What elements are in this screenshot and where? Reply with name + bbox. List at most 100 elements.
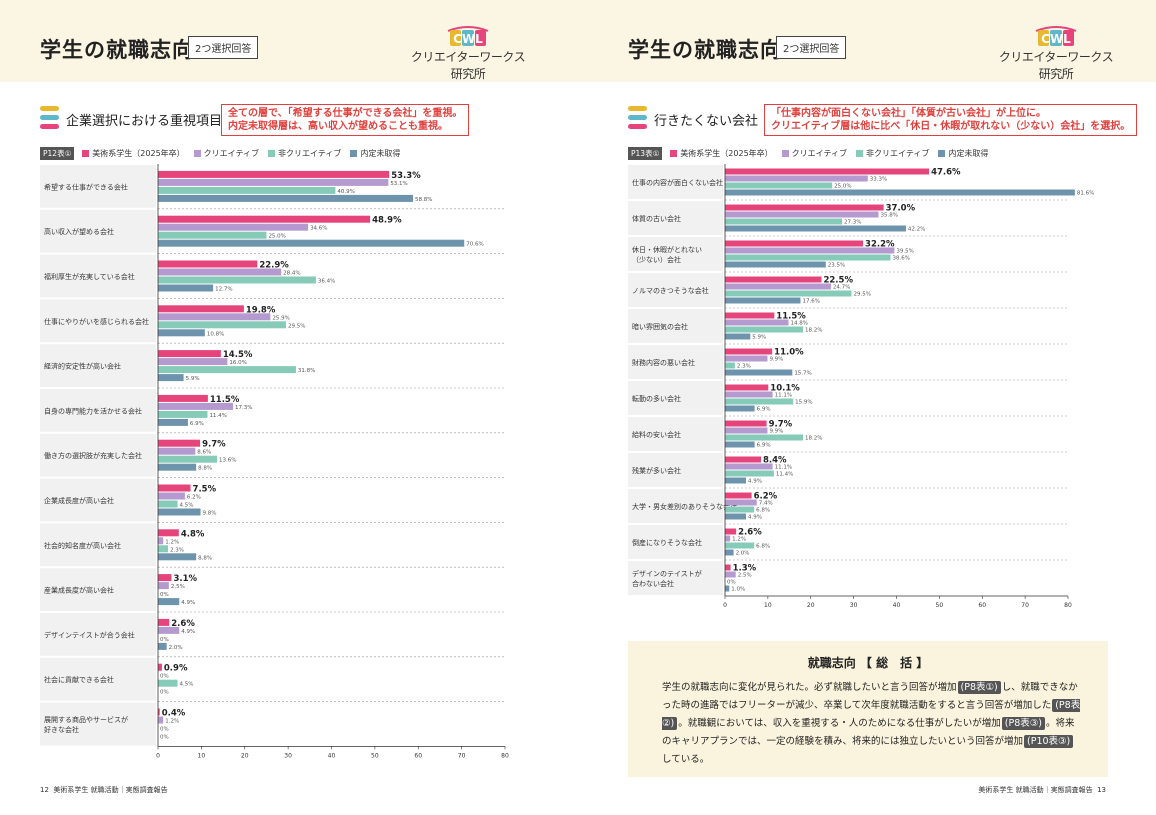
bar (158, 642, 167, 650)
data-label: 9.8% (203, 511, 217, 517)
bar (725, 391, 773, 398)
x-tick-label: 60 (978, 602, 986, 609)
data-label: 14.8% (790, 321, 807, 327)
category-label-bg (40, 657, 156, 701)
bar (158, 574, 172, 582)
page-header: 学生の就職志向 2つ選択回答 CWL クリエイターワークス研究所 (0, 0, 578, 82)
bar (158, 215, 371, 223)
category-label-bg (628, 237, 723, 271)
legend-item: 内定未取得 (350, 148, 400, 159)
data-label: 11.4% (209, 413, 226, 419)
data-label: 27.3% (844, 220, 861, 226)
data-label: 29.5% (853, 292, 870, 298)
category-label-bg (40, 433, 156, 477)
section-marker-icon (40, 106, 59, 130)
bar (725, 384, 769, 391)
category-label: 財務内容の悪い会社 (632, 358, 695, 367)
category-label: ノルマのきつそうな会社 (632, 286, 709, 295)
data-label: 2.0% (169, 645, 183, 651)
bar (158, 366, 296, 374)
data-label: 2.0% (736, 551, 750, 557)
category-label: 大学・男女差別のありそうな会社 (632, 502, 737, 511)
x-tick-label: 30 (850, 602, 858, 609)
x-tick-label: 0 (723, 602, 727, 609)
data-label: 33.3% (870, 177, 887, 183)
bar (725, 456, 762, 463)
bar (158, 663, 162, 671)
category-label: 希望する仕事ができる会社 (44, 182, 128, 191)
page-footer: 美術系学生 就職活動｜実態調査報告 13 (978, 785, 1106, 795)
data-label: 9.9% (769, 357, 783, 363)
bar (725, 535, 731, 542)
cwl-logo-mark: CWL (1035, 26, 1077, 46)
category-label: 転勤の多い会社 (632, 394, 681, 403)
data-label: 11.5% (776, 312, 806, 322)
left-page: 学生の就職志向 2つ選択回答 CWL クリエイターワークス研究所 企業選択におけ… (0, 0, 578, 794)
category-label-bg (40, 702, 156, 746)
category-label-bg (628, 309, 723, 343)
bar (158, 374, 184, 382)
bar (158, 626, 180, 634)
data-label: 6.2% (187, 495, 201, 501)
x-tick-label: 50 (936, 602, 944, 609)
data-label: 8.8% (198, 466, 212, 472)
bar (158, 716, 164, 724)
x-tick-label: 80 (1064, 602, 1072, 609)
legend-item: 美術系学生（2025年卒） (670, 148, 773, 159)
category-label: 働き方の選択肢が充実した会社 (44, 451, 142, 460)
data-label: 19.8% (246, 305, 276, 315)
data-label: 6.2% (754, 492, 778, 502)
data-label: 5.9% (186, 376, 200, 382)
page-number: 12 (40, 786, 49, 794)
bar (725, 441, 755, 448)
bar (158, 313, 271, 321)
highlight-note: 「仕事内容が面白くない会社」「体質が古い会社」が上位に。 クリエイティブ層は他に… (764, 104, 1138, 136)
bar (725, 506, 755, 513)
bar (725, 369, 793, 376)
legend-item: 美術系学生（2025年卒） (82, 148, 185, 159)
category-label: 企業成長度が高い会社 (44, 496, 114, 505)
data-label: 0% (160, 637, 169, 643)
data-label: 0% (160, 727, 169, 733)
chart-legend: P12表① 美術系学生（2025年卒） クリエイティブ 非クリエイティブ 内定未… (40, 146, 409, 160)
data-label: 25.9% (272, 315, 289, 321)
page-title: 学生の就職志向 (628, 38, 782, 62)
category-label: 給料の安い会社 (632, 430, 681, 439)
data-label: 9.7% (769, 420, 793, 430)
chart-legend: P13表① 美術系学生（2025年卒） クリエイティブ 非クリエイティブ 内定未… (628, 146, 997, 160)
bar (725, 254, 891, 261)
bar (725, 434, 804, 441)
data-label: 1.3% (733, 564, 757, 574)
data-label: 42.2% (908, 227, 925, 233)
data-label: 15.9% (795, 400, 812, 406)
category-label-bg (628, 201, 723, 235)
category-label-bg (40, 523, 156, 567)
data-label: 4.5% (180, 503, 194, 509)
bar (725, 585, 730, 592)
data-label: 9.9% (769, 429, 783, 435)
bar (158, 394, 208, 402)
data-label: 53.1% (390, 181, 407, 187)
cwl-logo: CWL クリエイターワークス研究所 (408, 24, 528, 81)
bar (725, 261, 826, 268)
bar (725, 283, 831, 290)
data-label: 24.7% (833, 285, 850, 291)
bar (158, 178, 389, 186)
x-tick-label: 0 (156, 752, 160, 759)
section-title: 行きたくない会社 (654, 114, 759, 129)
data-label: 25.0% (268, 234, 285, 240)
page-title: 学生の就職志向 (40, 38, 194, 62)
bar (725, 276, 822, 283)
logo-mark-text: CWL (453, 32, 483, 46)
x-tick-label: 40 (328, 752, 336, 759)
data-label: 11.1% (775, 393, 792, 399)
bar (158, 418, 188, 426)
data-label: 10.1% (770, 384, 800, 394)
data-label: 35.8% (880, 213, 897, 219)
x-tick-label: 30 (284, 752, 292, 759)
data-label: 4.8% (181, 529, 205, 539)
ref-badge: (P10表③) (1024, 735, 1074, 748)
bar (158, 484, 191, 492)
category-label-bg (628, 453, 723, 487)
bar (158, 598, 180, 606)
